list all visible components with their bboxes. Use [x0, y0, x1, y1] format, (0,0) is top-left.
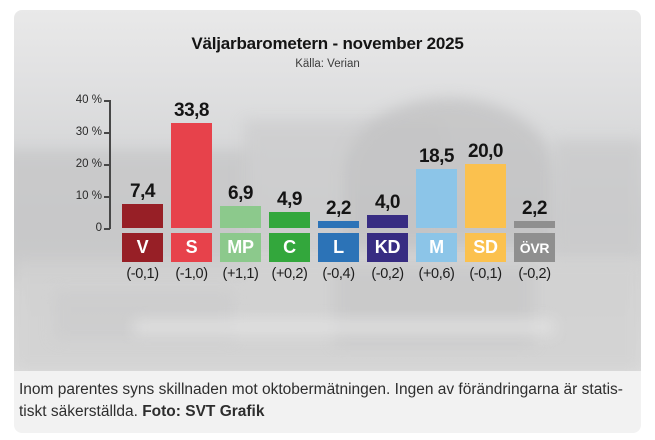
bar-area: 18,5 — [416, 100, 457, 228]
caption-line1: Inom parentes syns skillnaden mot oktobe… — [19, 381, 623, 398]
bar-area: 4,9 — [269, 100, 310, 228]
bar — [465, 164, 506, 228]
party-label-box: MP — [220, 233, 261, 262]
bar-area: 2,2 — [514, 100, 555, 228]
party-label-box: KD — [367, 233, 408, 262]
party-change-label: (-0,2) — [371, 266, 404, 282]
bar — [171, 123, 212, 228]
bar-area: 2,2 — [318, 100, 359, 228]
bar-value-label: 4,0 — [375, 192, 400, 214]
background-water-glint-shape — [134, 320, 554, 334]
bar — [514, 221, 555, 228]
bar-value-label: 4,9 — [277, 189, 302, 211]
bar-value-label: 33,8 — [174, 100, 209, 121]
party-label-box: L — [318, 233, 359, 262]
bar-value-label: 7,4 — [130, 181, 155, 203]
caption-panel: Inom parentes syns skillnaden mot oktobe… — [14, 371, 641, 433]
bar-slot: 20,0 SD (-0,1) — [465, 100, 506, 282]
bar-slot: 18,5 M (+0,6) — [416, 100, 457, 282]
caption-text: Inom parentes syns skillnaden mot oktobe… — [14, 371, 641, 423]
bar-area: 6,9 — [220, 100, 261, 228]
bar-slot: 2,2 ÖVR (-0,2) — [514, 100, 555, 282]
party-change-label: (-0,4) — [322, 266, 355, 282]
y-axis-tick — [104, 228, 110, 230]
y-axis-tick-label: 20 % — [75, 158, 102, 170]
bar-value-label: 2,2 — [522, 198, 547, 219]
y-axis-tick — [104, 164, 110, 166]
bar — [220, 205, 261, 228]
y-axis-tick-label: 40 % — [75, 94, 102, 106]
chart-source: Källa: Verian — [295, 58, 360, 70]
party-label-box: V — [122, 233, 163, 262]
y-axis-tick-label: 30 % — [75, 126, 102, 138]
y-axis-tick-label: 0 — [95, 222, 102, 234]
bar-value-label: 2,2 — [326, 198, 351, 219]
party-label-box: M — [416, 233, 457, 262]
y-axis-tick-label: 10 % — [75, 190, 102, 202]
bar-slot: 4,9 C (+0,2) — [269, 100, 310, 282]
bar — [318, 221, 359, 228]
party-change-label: (-0,1) — [126, 266, 159, 282]
background-building-right-shape — [554, 140, 641, 260]
y-axis-tick — [104, 100, 110, 102]
chart-title: Väljarbarometern - november 2025 — [191, 34, 464, 53]
bar-slot: 2,2 L (-0,4) — [318, 100, 359, 282]
bar-area: 20,0 — [465, 100, 506, 228]
bar-value-label: 20,0 — [468, 141, 503, 162]
y-axis-line — [109, 100, 111, 229]
party-label-box: ÖVR — [514, 233, 555, 262]
bar — [269, 212, 310, 228]
bar-slot: 4,0 KD (-0,2) — [367, 100, 408, 282]
party-change-label: (+0,6) — [418, 266, 455, 282]
bar-slot: 7,4 V (-0,1) — [122, 100, 163, 282]
bar-area: 4,0 — [367, 100, 408, 228]
bar-slot: 6,9 MP (+1,1) — [220, 100, 261, 282]
bar-slot: 33,8 S (-1,0) — [171, 100, 212, 282]
bar-area: 7,4 — [122, 100, 163, 228]
y-axis-tick — [104, 132, 110, 134]
caption-credit: Foto: SVT Grafik — [142, 403, 265, 420]
bar-value-label: 6,9 — [228, 182, 253, 204]
caption-line2: tiskt säkerställda. — [19, 403, 138, 420]
party-change-label: (-1,0) — [175, 266, 208, 282]
party-label-box: C — [269, 233, 310, 262]
graphic-panel: Väljarbarometern - november 2025 Källa: … — [14, 10, 641, 371]
bar — [122, 204, 163, 228]
bar — [416, 168, 457, 228]
party-label-box: S — [171, 233, 212, 262]
bar-value-label: 18,5 — [419, 145, 454, 167]
party-change-label: (+0,2) — [271, 266, 308, 282]
party-label-box: SD — [465, 233, 506, 262]
party-change-label: (-0,2) — [518, 266, 551, 282]
bar — [367, 215, 408, 228]
party-change-label: (-0,1) — [469, 266, 502, 282]
y-axis-tick — [104, 196, 110, 198]
bar-row: 7,4 V (-0,1) 33,8 S (-1,0) 6,9 MP (+1,1) 4,9 C (+0,… — [122, 100, 555, 282]
party-change-label: (+1,1) — [222, 266, 259, 282]
bar-area: 33,8 — [171, 100, 212, 228]
